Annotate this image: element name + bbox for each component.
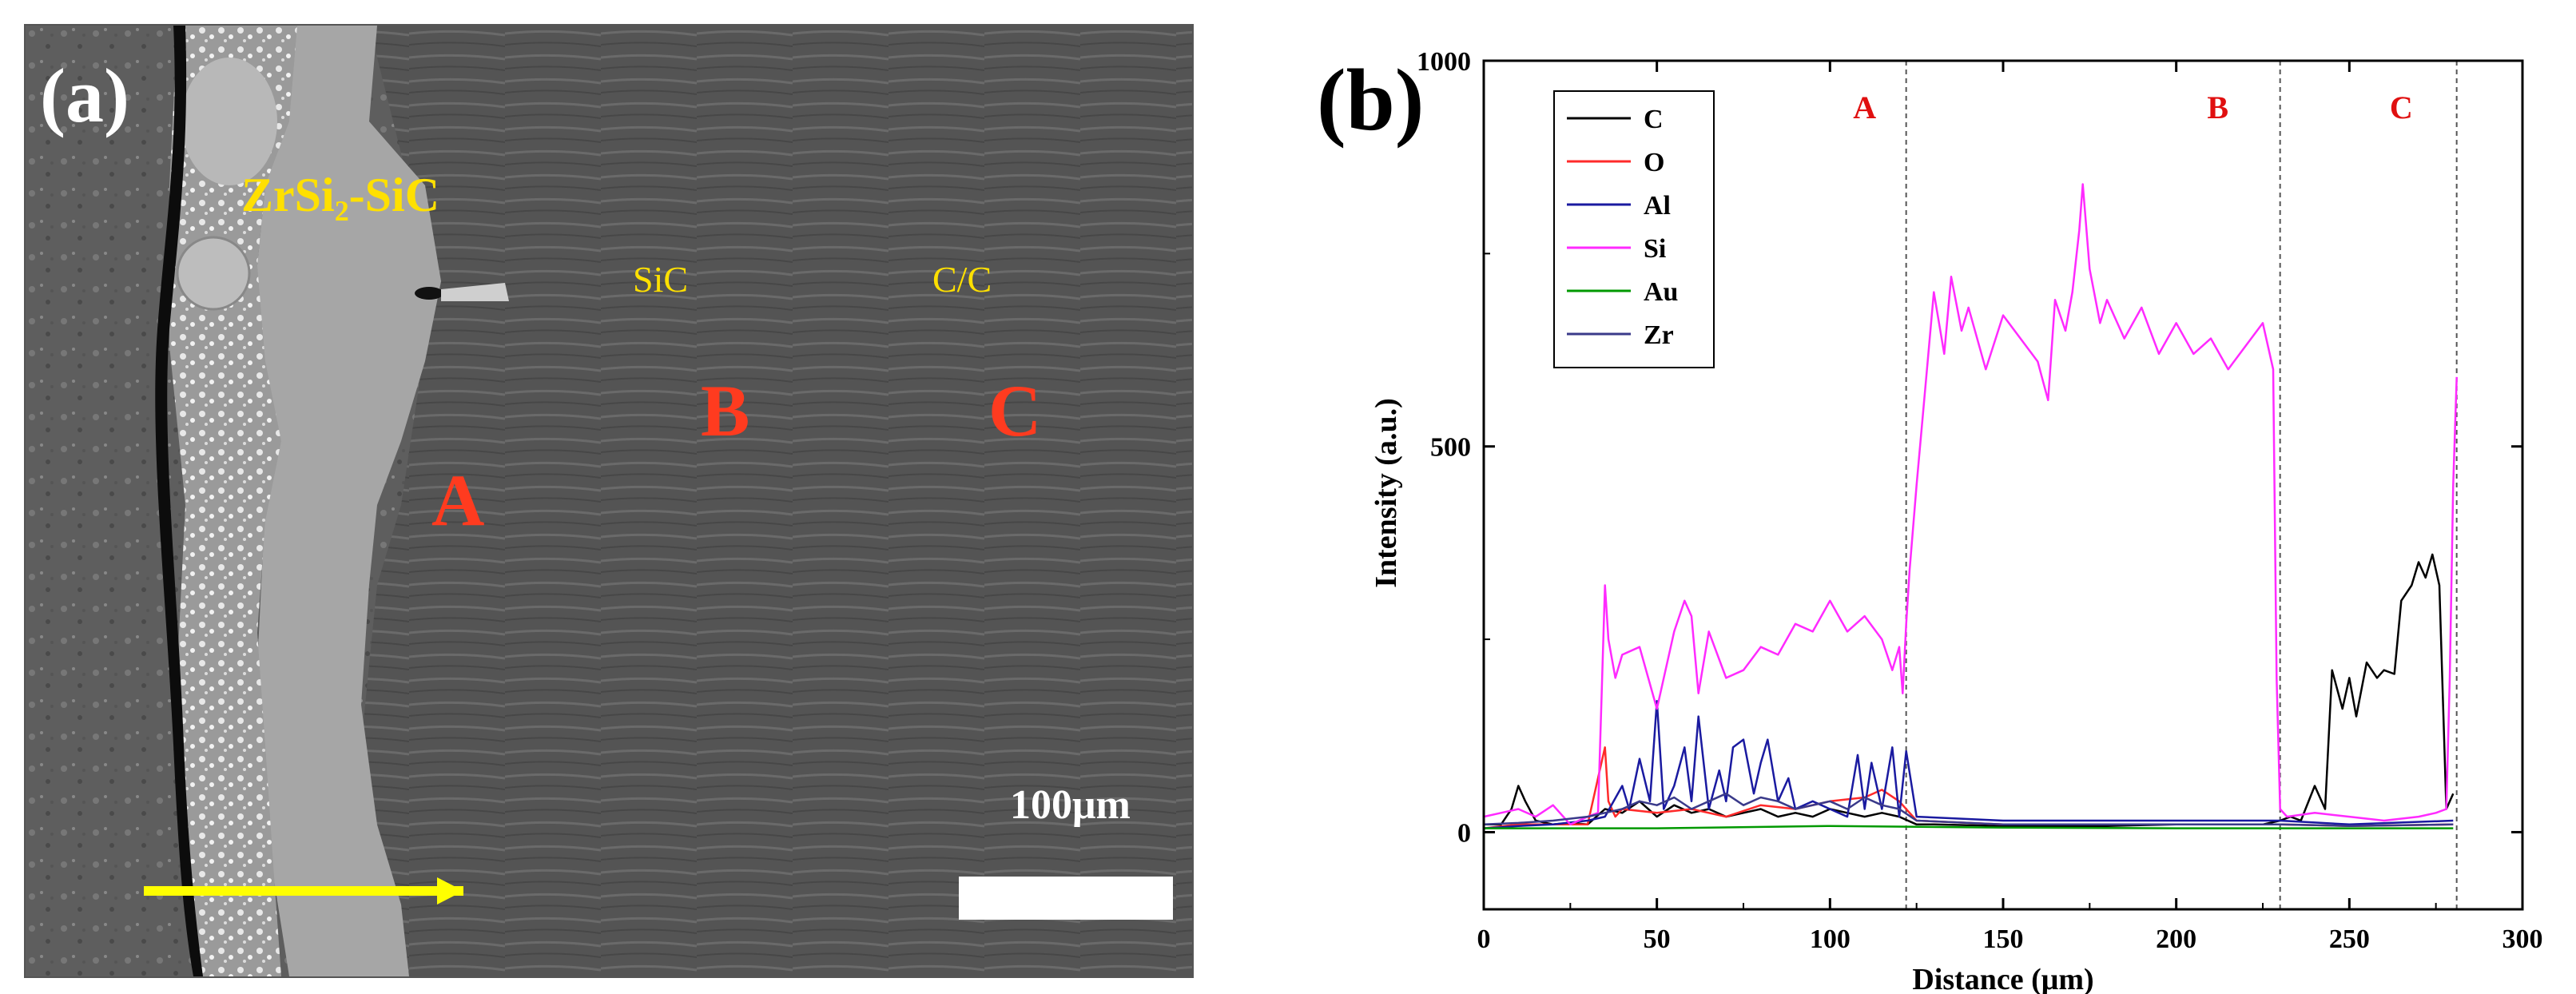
legend-label-al: Al bbox=[1644, 191, 1671, 221]
series-line-al bbox=[1483, 700, 2454, 829]
label-cc: C/C bbox=[932, 259, 992, 300]
series-line-o bbox=[1483, 746, 2454, 829]
scale-bar bbox=[959, 877, 1173, 920]
point-label-a: A bbox=[431, 459, 485, 541]
series-line-c bbox=[1484, 553, 2455, 827]
legend-label-o: O bbox=[1644, 148, 1664, 177]
line-scan-arrowhead bbox=[437, 877, 463, 905]
point-label-c: C bbox=[988, 370, 1042, 451]
y-tick-label: 500 bbox=[1430, 433, 1471, 463]
region-label-b: B bbox=[2207, 89, 2228, 125]
sem-micrograph-panel: (a) ZrSi₂-SiC SiC C/C A B C 100μm bbox=[24, 24, 1194, 978]
line-scan-chart: A B C 0 50 100 150 200 250 300 0 500 1000 Distance (… bbox=[1369, 47, 2543, 994]
legend-label-au: Au bbox=[1644, 277, 1678, 307]
x-tick-label: 100 bbox=[1810, 924, 1851, 954]
point-label-b: B bbox=[701, 370, 750, 451]
series-line-au bbox=[1484, 825, 2454, 829]
legend-label-zr: Zr bbox=[1644, 320, 1674, 350]
series-line-si bbox=[1483, 183, 2458, 826]
label-zrsi2-sic: ZrSi₂-SiC bbox=[241, 169, 440, 221]
x-tick-label: 150 bbox=[1983, 924, 2024, 954]
sem-image bbox=[26, 26, 1192, 976]
x-tick-label: 300 bbox=[2502, 924, 2543, 954]
panel-label-b: (b) bbox=[1317, 51, 1425, 149]
x-axis-label: Distance (μm) bbox=[1912, 963, 2093, 994]
x-tick-label: 200 bbox=[2156, 924, 2196, 954]
label-sic: SiC bbox=[633, 259, 689, 300]
y-tick-label: 1000 bbox=[1417, 47, 1471, 77]
legend-label-si: Si bbox=[1644, 234, 1666, 264]
legend-label-c: C bbox=[1644, 105, 1664, 134]
series-line-zr bbox=[1483, 792, 2454, 827]
x-tick-label: 0 bbox=[1477, 924, 1491, 954]
scale-bar-text: 100μm bbox=[1010, 782, 1131, 828]
y-axis-label: Intensity (a.u.) bbox=[1369, 398, 1403, 588]
panel-label-a: (a) bbox=[40, 53, 129, 138]
y-tick-label: 0 bbox=[1457, 818, 1471, 848]
legend-box bbox=[1553, 90, 1715, 368]
x-tick-label: 250 bbox=[2329, 924, 2370, 954]
region-label-a: A bbox=[1853, 89, 1876, 125]
x-tick-label: 50 bbox=[1644, 924, 1671, 954]
region-label-c: C bbox=[2390, 89, 2413, 125]
